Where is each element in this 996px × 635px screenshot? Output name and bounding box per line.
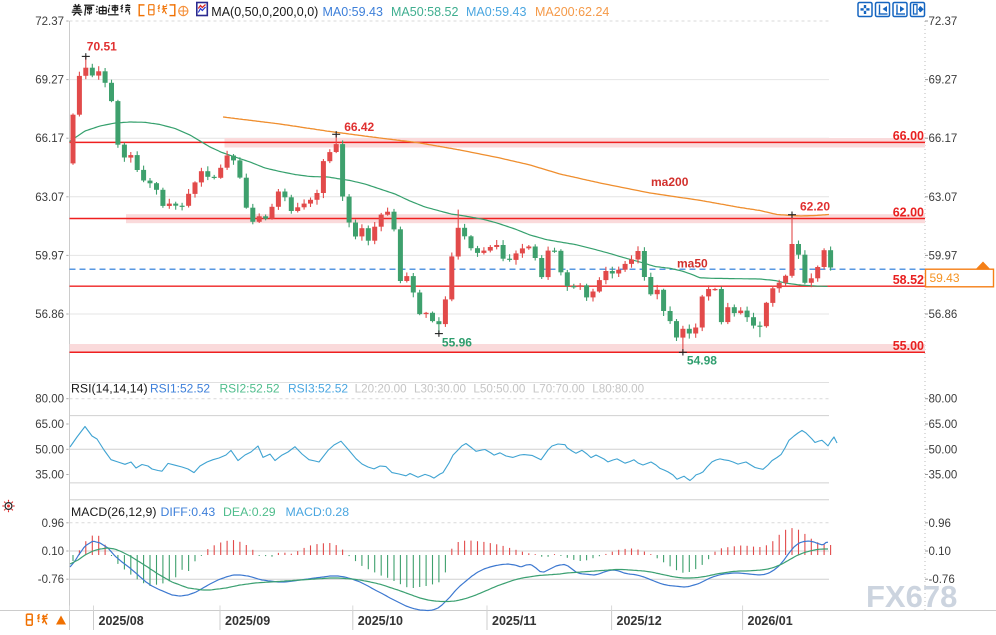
svg-text:0.10: 0.10 bbox=[42, 546, 64, 558]
svg-text:59.97: 59.97 bbox=[35, 250, 64, 262]
svg-text:0.10: 0.10 bbox=[929, 546, 951, 558]
svg-text:2025/12: 2025/12 bbox=[617, 614, 662, 628]
svg-text:80.00: 80.00 bbox=[929, 394, 958, 406]
svg-text:RSI(14,14,14): RSI(14,14,14) bbox=[71, 381, 148, 395]
svg-text:0.96: 0.96 bbox=[929, 518, 951, 530]
svg-text:DEA:0.29: DEA:0.29 bbox=[223, 505, 276, 519]
svg-text:66.17: 66.17 bbox=[929, 133, 958, 145]
svg-text:56.86: 56.86 bbox=[35, 309, 64, 321]
svg-text:MA(0,50,0,200,0,0): MA(0,50,0,200,0,0) bbox=[211, 5, 318, 19]
svg-text:65.00: 65.00 bbox=[35, 419, 64, 431]
svg-text:ma50: ma50 bbox=[677, 257, 708, 271]
svg-text:0.96: 0.96 bbox=[42, 518, 64, 530]
svg-text:50.00: 50.00 bbox=[929, 444, 958, 456]
svg-text:54.98: 54.98 bbox=[687, 353, 717, 367]
svg-text:72.37: 72.37 bbox=[35, 16, 64, 28]
svg-text:L50:50.00: L50:50.00 bbox=[473, 382, 525, 395]
svg-text:L30:30.00: L30:30.00 bbox=[414, 382, 466, 395]
svg-text:55.96: 55.96 bbox=[442, 336, 472, 350]
svg-text:63.07: 63.07 bbox=[929, 192, 958, 204]
svg-text:2025/08: 2025/08 bbox=[99, 614, 144, 628]
svg-text:55.00: 55.00 bbox=[893, 339, 924, 353]
svg-text:ma200: ma200 bbox=[651, 175, 689, 189]
svg-text:MA0:59.43: MA0:59.43 bbox=[323, 5, 384, 19]
svg-text:-0.76: -0.76 bbox=[929, 574, 955, 586]
svg-text:MA200:62.24: MA200:62.24 bbox=[535, 5, 609, 19]
svg-text:RSI1:52.52: RSI1:52.52 bbox=[150, 381, 210, 395]
svg-text:69.27: 69.27 bbox=[929, 75, 958, 87]
svg-text:2025/11: 2025/11 bbox=[492, 614, 537, 628]
svg-text:35.00: 35.00 bbox=[35, 470, 64, 482]
svg-text:L80:80.00: L80:80.00 bbox=[592, 382, 644, 395]
svg-text:DIFF:0.43: DIFF:0.43 bbox=[161, 505, 216, 519]
svg-text:62.20: 62.20 bbox=[800, 200, 830, 214]
svg-text:56.86: 56.86 bbox=[929, 309, 958, 321]
svg-text:69.27: 69.27 bbox=[35, 75, 64, 87]
svg-text:RSI2:52.52: RSI2:52.52 bbox=[220, 381, 280, 395]
svg-text:80.00: 80.00 bbox=[35, 394, 64, 406]
svg-text:59.97: 59.97 bbox=[929, 250, 958, 262]
svg-text:RSI3:52.52: RSI3:52.52 bbox=[288, 381, 348, 395]
svg-text:MACD(26,12,9): MACD(26,12,9) bbox=[71, 505, 156, 519]
svg-text:66.17: 66.17 bbox=[35, 133, 64, 145]
svg-text:35.00: 35.00 bbox=[929, 470, 958, 482]
svg-text:-0.76: -0.76 bbox=[38, 574, 64, 586]
svg-text:59.43: 59.43 bbox=[930, 271, 960, 285]
svg-text:MA0:59.43: MA0:59.43 bbox=[466, 5, 527, 19]
svg-text:2026/01: 2026/01 bbox=[748, 614, 793, 628]
svg-text:L70:70.00: L70:70.00 bbox=[533, 382, 585, 395]
svg-text:L20:20.00: L20:20.00 bbox=[355, 382, 407, 395]
svg-text:MACD:0.28: MACD:0.28 bbox=[286, 505, 350, 519]
svg-text:2025/10: 2025/10 bbox=[358, 614, 403, 628]
svg-text:FX678: FX678 bbox=[866, 579, 957, 614]
svg-text:58.52: 58.52 bbox=[893, 273, 924, 287]
svg-text:63.07: 63.07 bbox=[35, 192, 64, 204]
svg-text:66.42: 66.42 bbox=[344, 120, 374, 134]
svg-text:62.00: 62.00 bbox=[893, 205, 924, 219]
svg-text:70.51: 70.51 bbox=[87, 39, 117, 53]
svg-text:MA50:58.52: MA50:58.52 bbox=[391, 5, 458, 19]
svg-text:72.37: 72.37 bbox=[929, 16, 958, 28]
svg-text:50.00: 50.00 bbox=[35, 444, 64, 456]
svg-text:65.00: 65.00 bbox=[929, 419, 958, 431]
svg-text:2025/09: 2025/09 bbox=[225, 614, 270, 628]
svg-text:66.00: 66.00 bbox=[893, 129, 924, 143]
